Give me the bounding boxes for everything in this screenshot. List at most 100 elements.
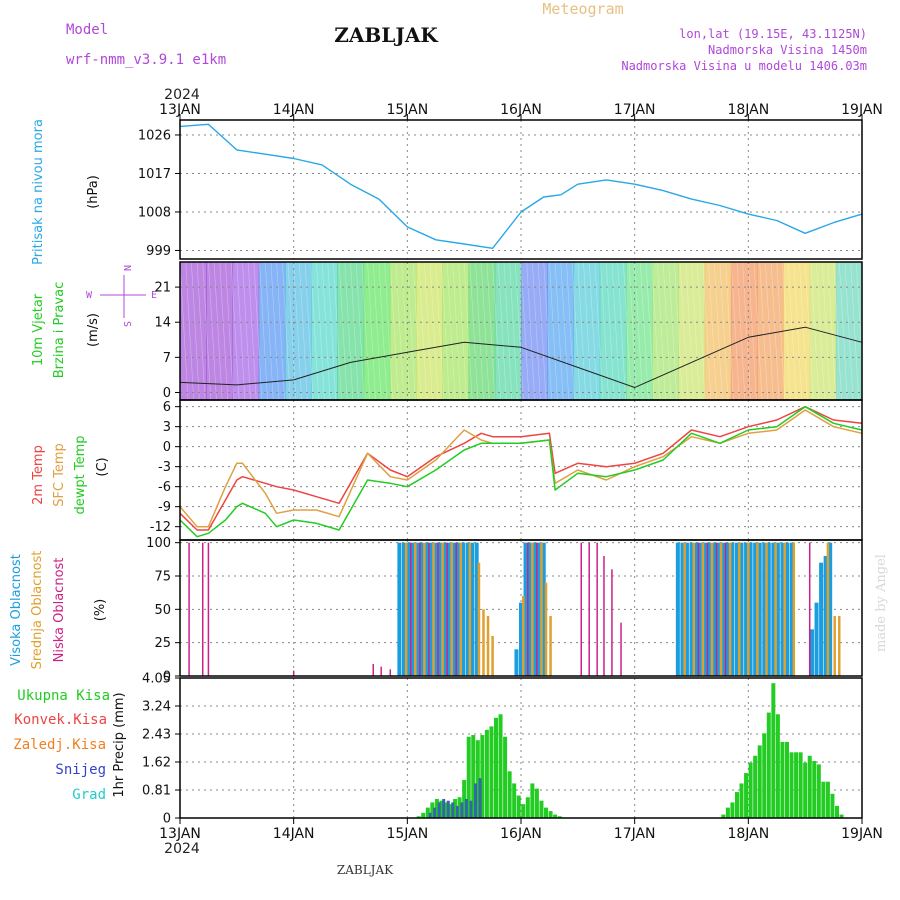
cloud-bar — [541, 542, 546, 676]
wind-speed-line — [179, 326, 863, 388]
precip-bar — [489, 726, 494, 818]
wind-field-hatch — [765, 261, 774, 401]
temp-labels: 2m Temp SFC Temp dewpt Temp (C) — [31, 435, 110, 514]
precip-bar — [830, 793, 835, 818]
cloud-bar — [532, 542, 537, 676]
precip-bar — [455, 805, 459, 818]
wind-field-hatch — [543, 261, 553, 401]
wind-field-hatch — [401, 261, 410, 401]
wind-field-hatch — [583, 261, 592, 401]
cloud-bar — [683, 542, 686, 676]
cloud-bar — [725, 542, 730, 676]
wind-field-band — [468, 262, 496, 400]
pressure-line — [179, 123, 863, 250]
y-tick-label: 1.62 — [142, 756, 171, 771]
cloud-bar — [420, 542, 425, 676]
y-tick-label: 2.43 — [142, 728, 171, 743]
y-tick-label: 4.05 — [142, 672, 171, 687]
station-title: ZABLJAK — [334, 23, 438, 47]
footer-station: ZABLJAK — [337, 863, 394, 877]
precip-bar — [739, 783, 744, 818]
cloud-bar — [429, 542, 434, 676]
wind-field-hatch — [384, 261, 393, 401]
cloud-bar — [747, 542, 750, 676]
precip-legend-conv: Konvek.Kisa — [14, 712, 107, 728]
wind-field-hatch — [611, 261, 621, 401]
cloud-bar — [707, 542, 712, 676]
wind-field-band — [783, 262, 811, 400]
wind-ylabel-1: 10m Vjetar — [31, 293, 46, 366]
precip-bar — [757, 745, 762, 818]
cloud-bar — [596, 542, 598, 676]
compass-rose: N E S W — [86, 265, 157, 327]
model-label: Model — [66, 22, 108, 38]
wind-field-hatch — [316, 261, 325, 401]
wind-field — [179, 261, 865, 401]
cloud-bar — [544, 582, 548, 676]
cloud-bar — [540, 542, 543, 676]
precip-bar — [730, 802, 735, 818]
precip-bar — [807, 755, 812, 818]
panel-frame-clouds — [179, 539, 863, 677]
wind-field-hatch — [230, 261, 240, 401]
x-tick-label-top: 16JAN — [500, 102, 542, 118]
cloud-bar — [814, 602, 819, 676]
wind-field-hatch — [441, 261, 450, 401]
precip-bar — [464, 798, 468, 818]
cloud-bar — [468, 542, 472, 676]
precip-bar — [448, 804, 453, 818]
cloud-bar — [744, 542, 749, 676]
x-tick-label-top: 19JAN — [841, 102, 883, 118]
compass-n: N — [121, 265, 132, 271]
wind-field-band — [494, 262, 522, 400]
wind-field-hatch — [810, 261, 820, 401]
precip-bar — [557, 816, 562, 818]
cloud-bar — [292, 670, 295, 676]
precip-series-2 — [428, 778, 482, 818]
precip-ylabel: 1hr Precip (mm) — [112, 692, 127, 797]
wind-field-band — [258, 262, 286, 400]
precip-legend-total: Ukupna Kisa — [17, 688, 110, 704]
cloud-bar — [838, 616, 841, 676]
cloud-bar — [771, 542, 776, 676]
wind-field-hatch — [503, 261, 513, 401]
y-tick-label: -6 — [158, 480, 171, 495]
cloud-bar — [689, 542, 694, 676]
wind-field-band — [206, 262, 234, 400]
y-ticks-pressure: 999 1008 1017 1026 — [138, 128, 180, 259]
wind-field-hatch — [225, 261, 234, 401]
x-tick-label-top: 18JAN — [727, 102, 769, 118]
wind-field-hatch — [520, 261, 530, 401]
cloud-bar — [527, 542, 529, 676]
wind-field-hatch — [202, 261, 212, 401]
wind-field-hatch — [799, 261, 808, 401]
cloud-bar — [414, 542, 417, 676]
temp-unit: (C) — [95, 457, 110, 476]
cloud-bar — [692, 542, 696, 676]
cloud-bar — [697, 542, 700, 676]
cloud-bar — [684, 542, 689, 676]
wind-field-hatch — [594, 261, 604, 401]
precip-bar — [462, 779, 467, 818]
y-tick-label: 0 — [163, 812, 171, 827]
y-tick-label: 6 — [163, 400, 171, 415]
cloud-series-1 — [397, 542, 833, 676]
wind-field-hatch — [372, 261, 382, 401]
cloud-bar — [536, 542, 538, 676]
wind-field-hatch — [634, 261, 643, 401]
precip-bar — [484, 729, 489, 818]
gridlines — [180, 120, 862, 819]
wind-field-hatch — [367, 261, 376, 401]
cloud-bar — [611, 569, 613, 676]
precip-bar — [789, 752, 794, 818]
panel-frames — [179, 119, 863, 819]
panel-frame-temperature — [179, 399, 863, 541]
cloud-bar — [724, 542, 727, 676]
cloud-unit: (%) — [93, 599, 108, 622]
precip-bar — [744, 773, 749, 818]
wind-field-hatch — [856, 261, 865, 401]
precip-bar — [416, 816, 421, 818]
wind-field-hatch — [770, 261, 780, 401]
y-tick-label: -3 — [158, 460, 171, 475]
wind-field-hatch — [588, 261, 598, 401]
